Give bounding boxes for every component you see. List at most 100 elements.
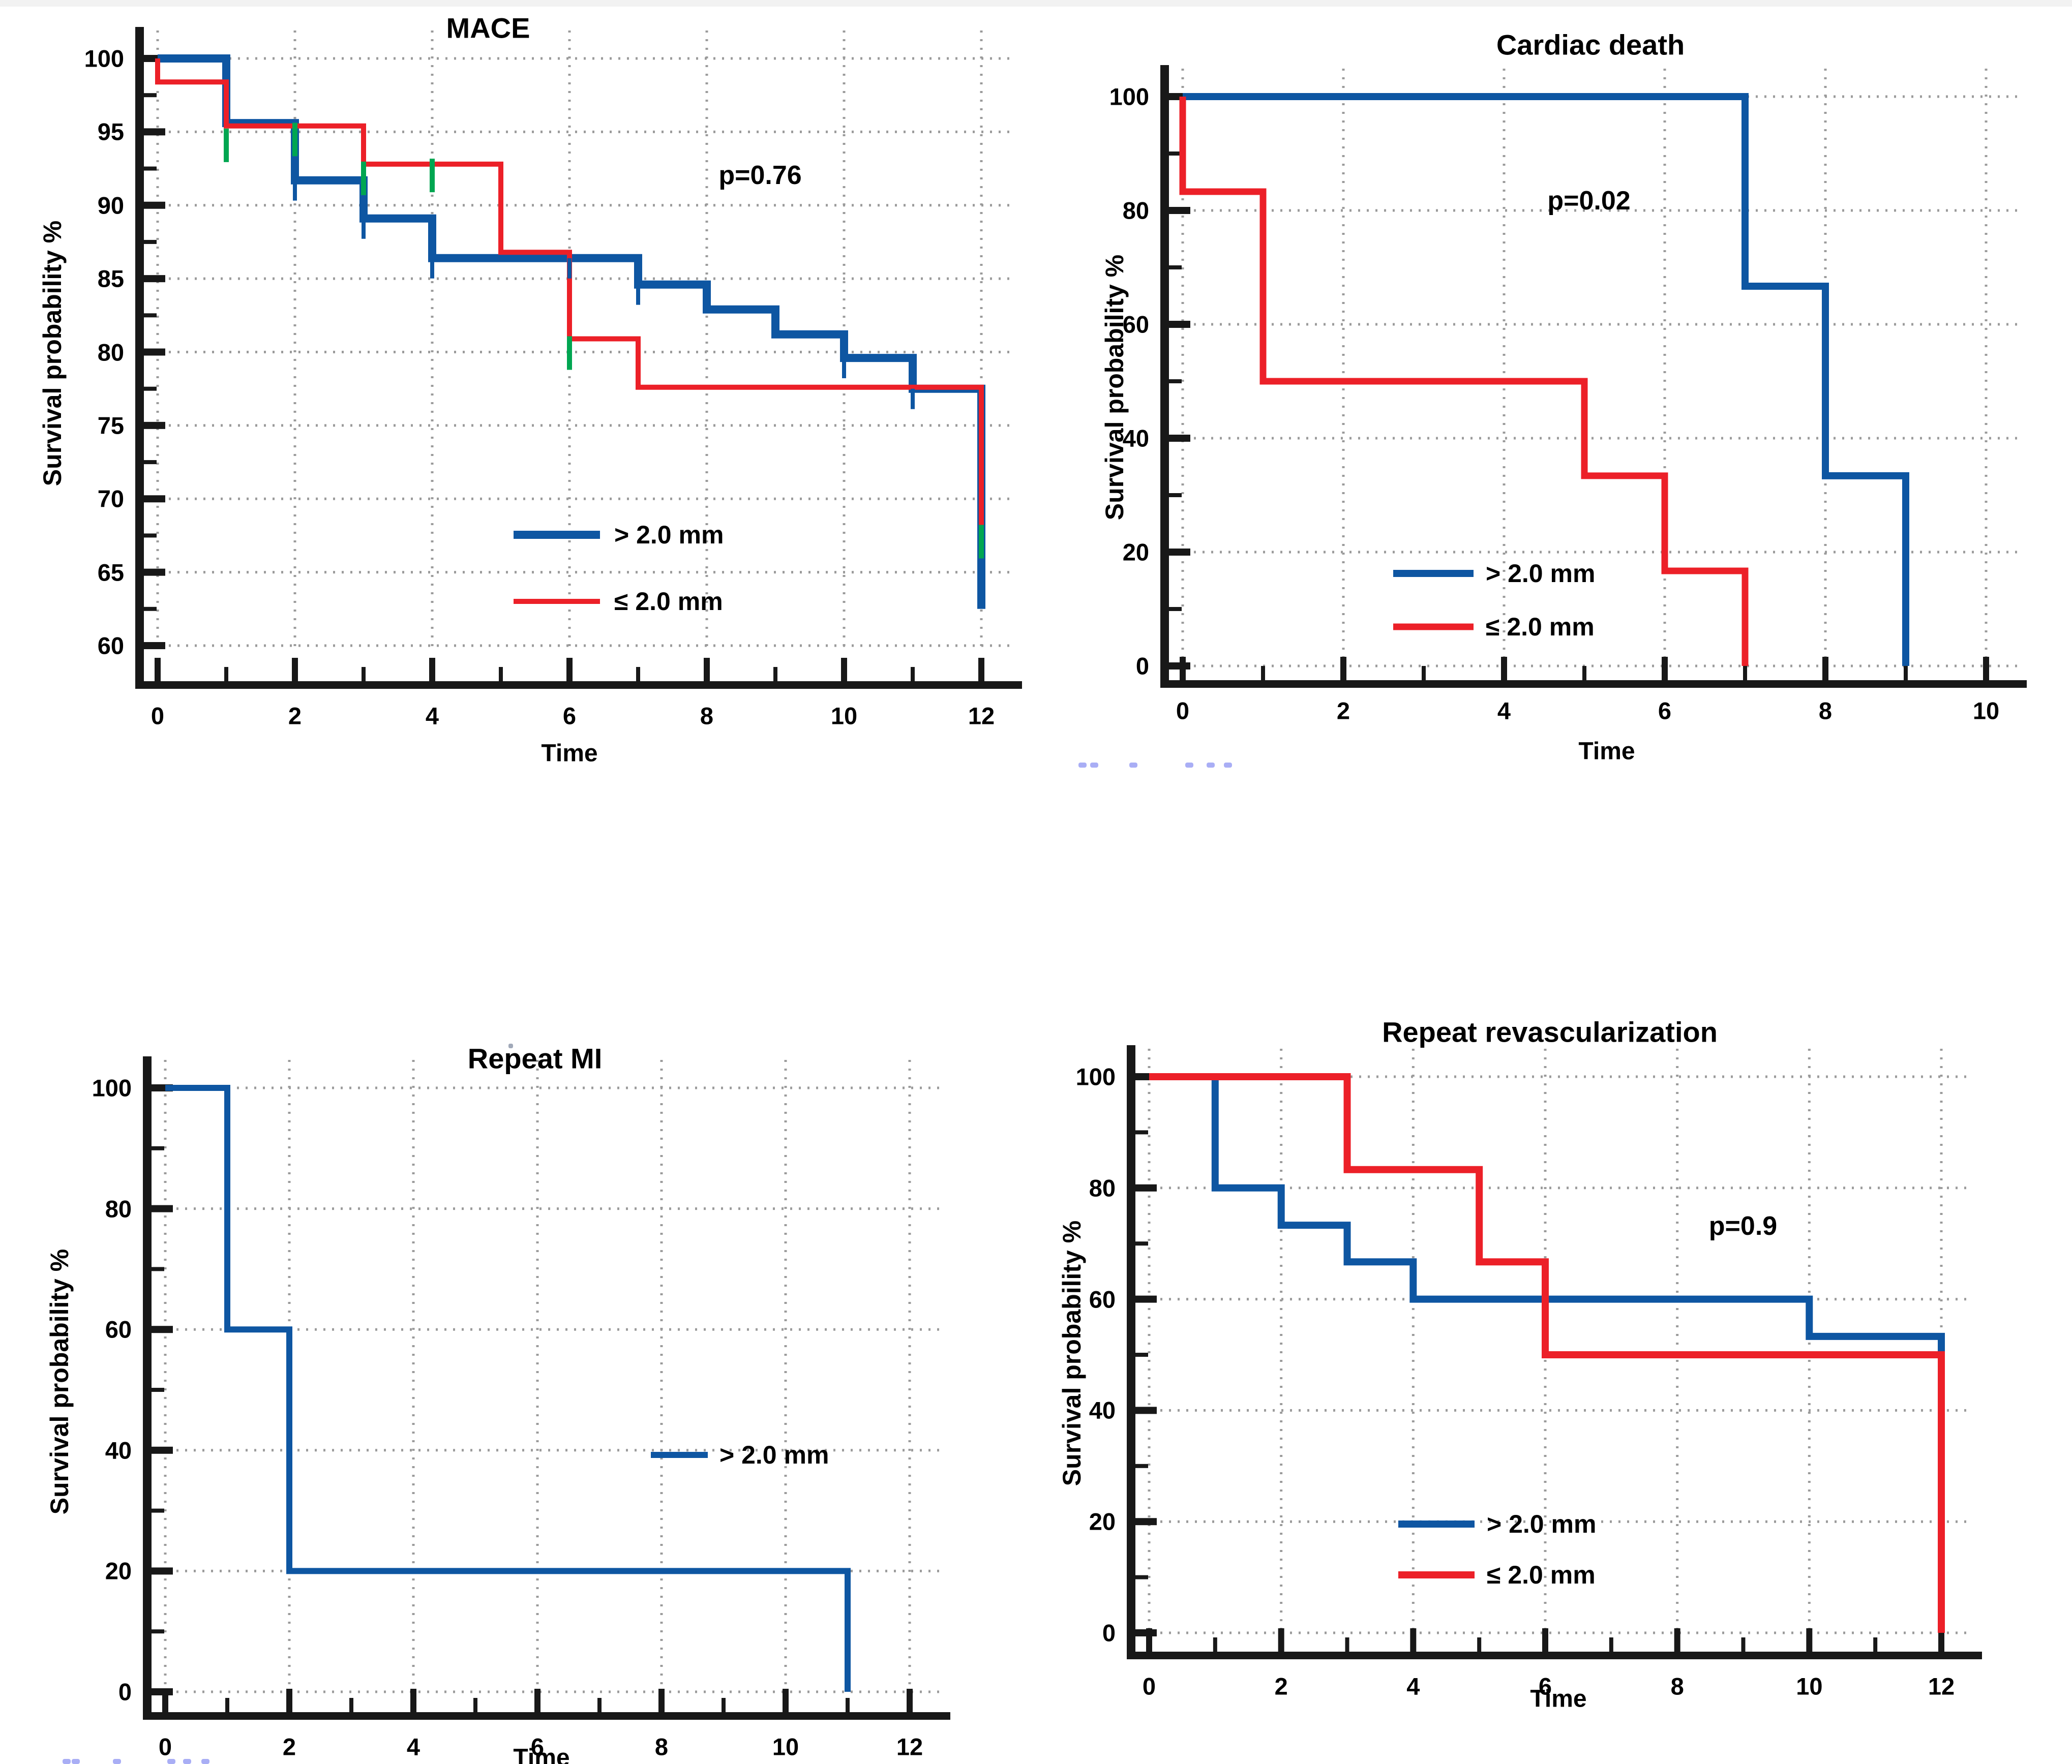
y-tick-label: 80 xyxy=(97,339,124,366)
y-tick-label: 65 xyxy=(97,559,124,586)
x-tick-label: 2 xyxy=(282,1733,296,1760)
y-axis-spine xyxy=(143,1056,152,1720)
panel-repeat-revascularization xyxy=(1127,1045,1982,1659)
y-tick-label: 80 xyxy=(1122,197,1149,224)
x-tick-label: 12 xyxy=(1928,1672,1955,1700)
x-minor-tick xyxy=(1609,1637,1613,1652)
x-axis-spine xyxy=(143,1712,950,1720)
cropped-number-at-risk-artifact xyxy=(1078,763,1087,768)
x-minor-tick xyxy=(1213,1637,1217,1652)
y-minor-tick xyxy=(144,313,157,318)
survival-curve-gt-2mm xyxy=(165,1085,851,1692)
x-tick-label: 4 xyxy=(406,1733,421,1760)
x-tick-label: 10 xyxy=(830,702,858,729)
x-minor-tick xyxy=(1477,1637,1482,1652)
y-minor-tick xyxy=(152,1267,164,1271)
x-minor-tick xyxy=(1261,666,1265,680)
legend-label-gt-2mm: > 2.0 mm xyxy=(1486,559,1596,588)
y-tick-label: 70 xyxy=(97,485,124,512)
y-minor-tick xyxy=(144,166,157,171)
x-axis-label-cardiac-death: Time xyxy=(1578,738,1635,765)
y-tick-label: 60 xyxy=(97,632,124,659)
cropped-number-at-risk-artifact xyxy=(201,1759,209,1764)
cropped-number-at-risk-artifact xyxy=(1185,763,1193,768)
y-minor-tick xyxy=(152,1146,164,1150)
y-tick-label: 20 xyxy=(1122,538,1149,566)
y-tick-label: 20 xyxy=(1089,1508,1116,1535)
y-major-tick xyxy=(144,348,165,356)
chart-title-cardiac-death: Cardiac death xyxy=(1496,28,1685,61)
x-tick-label: 4 xyxy=(425,702,439,729)
x-major-tick xyxy=(534,1689,540,1712)
y-major-tick xyxy=(1169,435,1190,442)
x-tick-label: 4 xyxy=(1497,697,1511,724)
x-axis-label-mace: Time xyxy=(541,740,598,767)
y-major-tick xyxy=(152,1205,173,1212)
y-tick-label: 60 xyxy=(1122,311,1149,338)
y-tick-label: 100 xyxy=(1075,1063,1116,1090)
y-tick-label: 100 xyxy=(1109,83,1149,110)
x-tick-label: 10 xyxy=(1972,697,2000,724)
panel-mace xyxy=(135,27,1022,689)
legend-label-le-2mm: ≤ 2.0 mm xyxy=(1486,613,1595,641)
y-tick-label: 40 xyxy=(1089,1396,1116,1424)
x-tick-label: 6 xyxy=(1538,1672,1552,1700)
y-minor-tick xyxy=(152,1388,164,1392)
y-minor-tick xyxy=(1169,607,1182,611)
legend-label-gt-2mm: > 2.0 mm xyxy=(614,521,724,549)
y-axis-label-mace: Survival probability % xyxy=(38,220,67,486)
x-major-tick xyxy=(704,658,710,681)
y-tick-label: 95 xyxy=(97,118,124,145)
y-major-tick xyxy=(144,275,165,283)
x-minor-tick xyxy=(224,667,228,681)
x-minor-tick xyxy=(722,1698,726,1712)
panel-repeat-mi xyxy=(143,1056,950,1720)
x-minor-tick xyxy=(1422,666,1426,680)
chart-title-repeat-mi: Repeat MI xyxy=(467,1042,603,1075)
y-major-tick xyxy=(144,201,165,209)
x-major-tick xyxy=(566,658,573,681)
x-major-tick xyxy=(1410,1628,1417,1652)
x-minor-tick xyxy=(773,667,777,681)
y-axis-spine xyxy=(1160,65,1169,688)
x-major-tick xyxy=(1822,657,1828,680)
y-minor-tick xyxy=(144,386,157,391)
y-major-tick xyxy=(1135,1295,1157,1303)
y-axis-label-cardiac-death: Survival probability % xyxy=(1100,254,1129,521)
x-tick-label: 6 xyxy=(1658,697,1672,724)
x-minor-tick xyxy=(225,1698,229,1712)
x-tick-label: 12 xyxy=(968,702,995,729)
cropped-number-at-risk-artifact xyxy=(1090,763,1098,768)
legend-label-gt-2mm: > 2.0 mm xyxy=(719,1441,829,1469)
y-axis-spine xyxy=(1127,1045,1135,1659)
x-minor-tick xyxy=(473,1698,477,1712)
y-major-tick xyxy=(144,495,165,503)
y-major-tick xyxy=(144,421,165,429)
y-major-tick xyxy=(1135,1407,1157,1414)
cropped-number-at-risk-artifact xyxy=(63,1759,71,1764)
x-tick-label: 0 xyxy=(1176,697,1190,724)
y-minor-tick xyxy=(152,1629,164,1634)
p-value-label-repeat-revasc: p=0.9 xyxy=(1708,1211,1778,1241)
x-major-tick xyxy=(155,658,161,681)
x-tick-label: 6 xyxy=(530,1733,545,1760)
y-minor-tick xyxy=(144,460,157,465)
cropped-number-at-risk-artifact xyxy=(72,1759,80,1764)
y-major-tick xyxy=(144,642,165,649)
x-axis-spine xyxy=(1160,680,2027,688)
y-minor-tick xyxy=(1135,1575,1148,1579)
x-minor-tick xyxy=(597,1698,602,1712)
y-major-tick xyxy=(1135,1518,1157,1526)
x-minor-tick xyxy=(636,667,640,681)
x-major-tick xyxy=(1983,657,1989,680)
y-major-tick xyxy=(152,1567,173,1575)
p-value-label-mace: p=0.76 xyxy=(718,161,802,190)
x-major-tick xyxy=(783,1689,789,1712)
y-minor-tick xyxy=(152,1508,164,1513)
legend-label-gt-2mm: > 2.0 mm xyxy=(1487,1510,1597,1538)
y-tick-label: 90 xyxy=(97,192,124,219)
y-minor-tick xyxy=(144,93,157,98)
y-tick-label: 60 xyxy=(105,1316,132,1343)
